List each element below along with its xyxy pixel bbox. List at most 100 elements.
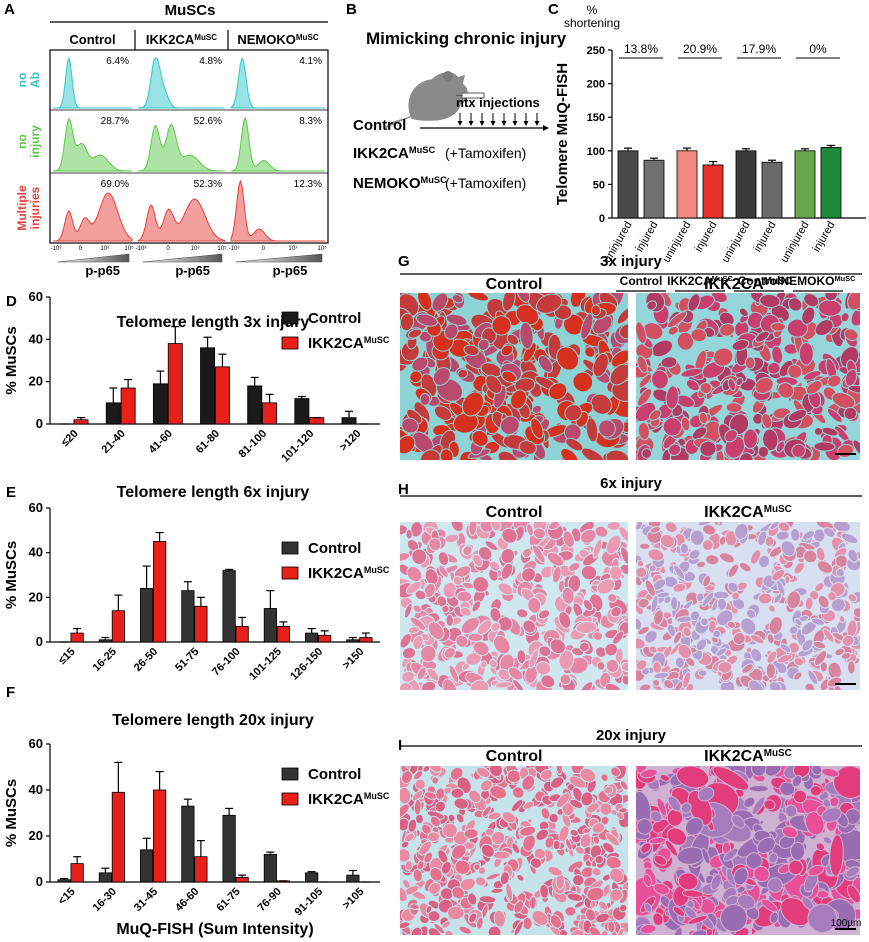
histology-title: 3x injury bbox=[600, 253, 662, 270]
muscle-fiber bbox=[636, 321, 647, 345]
muscle-fiber bbox=[407, 818, 418, 833]
muscle-fiber bbox=[556, 346, 580, 371]
row-label-line: injury bbox=[28, 125, 42, 158]
muscle-fiber bbox=[605, 534, 622, 555]
injection-arrowhead bbox=[534, 121, 540, 126]
histology-title: 6x injury bbox=[600, 475, 662, 492]
muscle-fiber bbox=[816, 560, 834, 574]
bar bbox=[120, 387, 136, 425]
muscle-fiber bbox=[530, 417, 544, 439]
muscle-fiber bbox=[652, 678, 661, 687]
bar bbox=[70, 863, 84, 883]
label-superscript: MuSC bbox=[409, 145, 436, 155]
bar bbox=[702, 164, 724, 219]
muscle-fiber bbox=[431, 776, 440, 785]
shortening-label: 13.8% bbox=[624, 42, 658, 56]
muscle-fiber bbox=[605, 832, 620, 847]
muscle-fiber bbox=[592, 352, 609, 378]
muscle-fiber bbox=[818, 299, 842, 317]
muscle-fiber bbox=[852, 607, 860, 619]
x-tick-label: 26-50 bbox=[132, 646, 160, 674]
row-label: Multipleinjuries bbox=[15, 185, 42, 231]
muscle-fiber bbox=[465, 651, 482, 666]
muscle-fiber bbox=[407, 625, 421, 634]
muscle-fiber bbox=[592, 835, 601, 845]
legend-label: Control bbox=[308, 310, 361, 327]
row-label: noAb bbox=[15, 72, 42, 88]
muscle-fiber bbox=[810, 617, 825, 626]
label-superscript: MuSC bbox=[834, 274, 856, 283]
muscle-fiber bbox=[653, 854, 668, 866]
bar bbox=[235, 877, 249, 883]
muscle-fiber bbox=[535, 828, 549, 841]
group-note: (+Tamoxifen) bbox=[445, 145, 526, 161]
muscle-fiber bbox=[604, 642, 619, 657]
muscle-fiber bbox=[537, 609, 551, 620]
muscle-fiber bbox=[491, 315, 512, 336]
panel-letter: F bbox=[6, 684, 15, 701]
muscle-fiber bbox=[400, 435, 416, 455]
muscle-fiber bbox=[803, 293, 820, 308]
muscle-fiber bbox=[695, 638, 708, 651]
muscle-fiber bbox=[637, 626, 650, 636]
label-text: NEMOKO bbox=[353, 175, 421, 192]
muscle-fiber bbox=[422, 766, 431, 773]
muscle-fiber bbox=[490, 522, 502, 532]
flow-histogram bbox=[230, 56, 325, 109]
bar bbox=[200, 347, 216, 425]
muscle-fiber bbox=[429, 815, 441, 828]
bar bbox=[98, 872, 112, 883]
muscle-fiber bbox=[817, 594, 830, 609]
label-text: NEMOKO bbox=[237, 32, 296, 47]
bar bbox=[57, 879, 71, 883]
muscle-fiber bbox=[580, 313, 594, 340]
y-tick-label: 60 bbox=[29, 736, 43, 751]
muscle-fiber bbox=[522, 916, 533, 931]
muscle-fiber bbox=[544, 836, 555, 849]
muscle-fiber bbox=[700, 617, 709, 627]
muscle-fiber bbox=[637, 388, 653, 407]
label-superscript: MuSC bbox=[764, 276, 792, 287]
muscle-fiber bbox=[428, 766, 443, 773]
muscle-fiber bbox=[401, 417, 419, 434]
muscle-fiber bbox=[452, 412, 479, 434]
muscle-fiber bbox=[768, 604, 776, 613]
muscle-fiber bbox=[822, 836, 833, 845]
muscle-fiber bbox=[790, 528, 801, 542]
muscle-fiber bbox=[777, 382, 795, 399]
muscle-fiber bbox=[687, 293, 701, 312]
label-text: NEMOKO bbox=[780, 274, 834, 288]
muscle-fiber bbox=[592, 631, 604, 641]
mouse-ear bbox=[443, 71, 453, 81]
muscle-fiber bbox=[549, 914, 563, 929]
group-label: IKK2CAMuSC bbox=[353, 145, 435, 162]
muscle-fiber bbox=[665, 385, 680, 410]
muscle-fiber bbox=[456, 590, 473, 603]
x-tick-label: injured bbox=[811, 220, 838, 255]
muscle-fiber bbox=[843, 328, 859, 341]
muscle-fiber bbox=[602, 841, 615, 854]
bar bbox=[181, 590, 195, 643]
percentage: 12.3% bbox=[294, 179, 322, 190]
muscle-fiber bbox=[468, 789, 482, 804]
histology-image bbox=[636, 522, 860, 690]
y-tick-label: 40 bbox=[29, 331, 43, 346]
muscle-fiber bbox=[540, 807, 551, 820]
x-axis-label: p-p65 bbox=[175, 263, 210, 278]
muscle-fiber bbox=[827, 374, 842, 388]
muscle-fiber bbox=[619, 323, 628, 340]
histology-column: IKK2CAMuSC bbox=[704, 504, 792, 522]
muscle-fiber bbox=[699, 382, 712, 395]
panel-letter: H bbox=[398, 481, 409, 498]
muscle-fiber bbox=[834, 647, 845, 657]
muscle-fiber bbox=[497, 668, 511, 681]
muscle-fiber bbox=[609, 888, 624, 902]
muscle-fiber bbox=[841, 634, 855, 647]
bar bbox=[262, 402, 278, 425]
panel-letter: D bbox=[6, 293, 17, 310]
muscle-fiber bbox=[594, 525, 609, 538]
muscle-fiber bbox=[415, 813, 424, 825]
muscle-fiber bbox=[821, 807, 842, 823]
muscle-fiber bbox=[535, 661, 552, 676]
y-tick-label: 40 bbox=[29, 545, 43, 560]
